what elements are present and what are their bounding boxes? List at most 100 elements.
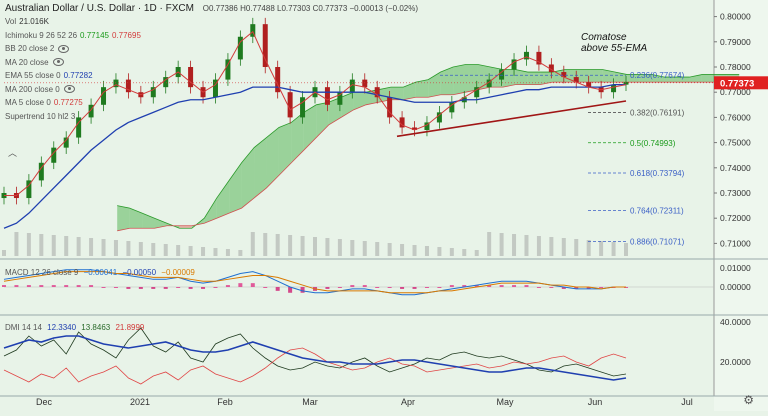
price-tick-label: 0.78000: [720, 62, 751, 72]
candle-body: [623, 82, 629, 85]
cloud-segment: [465, 64, 478, 93]
cloud-segment: [266, 127, 279, 188]
indicator-label: Ichimoku 9 26 52 26: [5, 30, 78, 40]
volume-bar: [101, 239, 106, 256]
candle-body: [51, 147, 57, 163]
macd-histogram-bar: [437, 287, 442, 288]
candle-body: [88, 104, 94, 118]
candle-body: [536, 51, 542, 65]
volume-bar: [176, 245, 181, 256]
price-tick-label: 0.80000: [720, 12, 751, 22]
cloud-segment: [229, 162, 242, 214]
dmi-tick-label: 20.0000: [720, 357, 751, 367]
di-plus-line: [3, 327, 627, 377]
volume-bar: [76, 237, 81, 256]
volume-bar: [151, 243, 156, 256]
indicator-legend-item[interactable]: Supertrend 10 hl2 3: [5, 112, 75, 122]
volume-bar: [611, 242, 616, 256]
collapse-legend-icon[interactable]: ︿: [8, 148, 18, 158]
candle-body: [163, 77, 169, 88]
candle-body: [499, 69, 505, 80]
indicator-legend-item[interactable]: MA 5 close 0 0.77275: [5, 98, 83, 108]
price-tick-label: 0.72000: [720, 213, 751, 223]
indicator-label: MA 200 close 0: [5, 84, 60, 94]
macd-histogram-bar: [76, 285, 81, 287]
time-axis-label: Jul: [681, 397, 693, 407]
symbol-title[interactable]: Australian Dollar / U.S. Dollar · 1D · F…: [5, 3, 194, 14]
cloud-segment: [701, 74, 715, 83]
volume-bar: [188, 246, 193, 256]
cloud-segment: [341, 92, 354, 118]
volume-bar: [561, 238, 566, 256]
indicator-legend-item[interactable]: MA 20 close: [5, 58, 64, 68]
macd-histogram-bar: [474, 285, 479, 287]
candle-body: [486, 79, 492, 88]
price-axis: 0.80000 0.79000 0.78000 0.77000 0.76000 0.750…: [4, 12, 768, 367]
macd-histogram-bar: [412, 287, 417, 289]
dmi-label[interactable]: DMI 14 14: [5, 323, 42, 332]
macd-histogram-bar: [536, 287, 541, 288]
macd-histogram-bar: [26, 285, 31, 287]
senkou-span-b: [117, 81, 740, 232]
candle-body: [262, 24, 268, 67]
cloud-segment: [303, 104, 317, 151]
cloud-segment: [216, 180, 230, 219]
fib-level-label: 0.382(0.76191): [630, 109, 685, 118]
macd-histogram-bar: [487, 285, 492, 287]
hidden-eye-icon[interactable]: [52, 58, 64, 67]
macd-histogram-bar: [201, 287, 206, 289]
volume-bar: [337, 239, 342, 256]
annotation-line-1: Comatose: [581, 32, 627, 43]
volume-bar: [412, 245, 417, 256]
volume-bar: [586, 240, 591, 256]
candle-body: [26, 180, 32, 199]
candle-body: [250, 24, 256, 37]
macd-histogram-bar: [387, 287, 392, 288]
macd-histogram-bar: [586, 287, 591, 289]
volume-bar: [599, 241, 604, 256]
volume-bar: [574, 239, 579, 256]
macd-histogram-bar: [449, 285, 454, 287]
hidden-eye-icon[interactable]: [58, 44, 70, 53]
cloud-segment: [652, 74, 665, 83]
macd-histogram-bar: [238, 283, 243, 287]
indicator-legend-item[interactable]: Ichimoku 9 26 52 26 0.77145 0.77695: [5, 31, 141, 41]
senkou-span-a: [117, 64, 740, 229]
volume-bar: [201, 247, 206, 256]
volume-bar: [624, 243, 628, 256]
settings-gear-icon[interactable]: ⚙: [743, 393, 754, 407]
cloud-segment: [415, 79, 429, 98]
volume-bar: [350, 240, 355, 256]
cloud-segment: [589, 69, 603, 83]
indicator-value: 0.77275: [53, 98, 83, 107]
macd-hist-value: −0.00009: [161, 268, 195, 277]
candle-body: [474, 87, 480, 98]
macd-histogram-bar: [101, 287, 106, 288]
indicator-legend-item[interactable]: Vol 21.016K: [5, 17, 49, 27]
macd-label[interactable]: MACD 12 26 close 9: [5, 268, 79, 277]
volume-bar: [39, 234, 44, 256]
time-axis: Dec 2021 Feb Mar Apr May Jun Jul: [36, 397, 693, 407]
volume-bar: [462, 249, 467, 256]
cloud-segment: [602, 69, 615, 83]
volume-bar: [2, 250, 6, 256]
volume-bar: [263, 233, 268, 256]
candle-body: [561, 72, 567, 78]
price-tick-label: 0.73000: [720, 188, 751, 198]
volume-bar: [449, 248, 454, 256]
indicator-lines: [3, 30, 627, 229]
fib-level-label: 0.5(0.74993): [630, 139, 676, 148]
hidden-eye-icon[interactable]: [63, 85, 75, 94]
time-axis-label: 2021: [130, 397, 150, 407]
cloud-segment: [278, 122, 292, 176]
volume-bar: [14, 232, 19, 256]
indicator-legend-item[interactable]: BB 20 close 2: [5, 44, 70, 54]
dmi-legend: DMI 14 14 12.3340 13.8463 21.8999: [5, 323, 144, 333]
macd-histogram-bar: [213, 287, 218, 288]
indicator-legend-item[interactable]: EMA 55 close 0 0.77282: [5, 71, 93, 81]
candle-body: [586, 82, 592, 88]
macd-histogram-bar: [263, 287, 268, 288]
cloud-segment: [627, 74, 640, 83]
cloud-segment: [453, 64, 466, 95]
indicator-legend-item[interactable]: MA 200 close 0: [5, 85, 75, 95]
